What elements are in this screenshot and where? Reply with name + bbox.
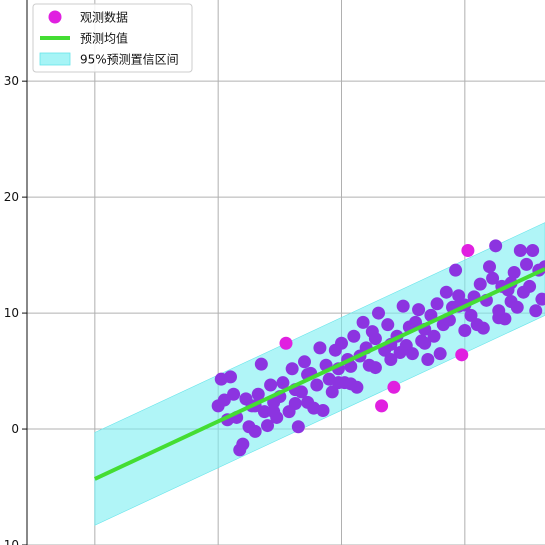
data-point — [458, 323, 472, 337]
data-point — [356, 315, 370, 329]
data-point — [325, 385, 339, 399]
data-point — [264, 378, 278, 392]
data-point — [372, 306, 385, 320]
data-point — [473, 277, 487, 291]
data-point — [384, 352, 398, 366]
data-point — [279, 336, 293, 350]
y-tick-label: -10 — [0, 538, 19, 545]
data-point — [520, 257, 533, 271]
legend-label: 95%预测置信区间 — [80, 53, 179, 67]
data-point — [227, 387, 241, 401]
data-point — [526, 243, 540, 257]
data-point — [405, 347, 419, 361]
data-point — [331, 376, 345, 390]
data-point — [535, 292, 545, 306]
data-point — [375, 399, 389, 413]
data-point — [316, 403, 330, 417]
data-point — [452, 289, 466, 303]
data-point — [291, 420, 305, 434]
data-point — [276, 376, 290, 390]
data-point — [461, 243, 475, 257]
data-point — [433, 347, 447, 361]
data-point — [288, 397, 302, 411]
y-tick-label: 20 — [4, 190, 19, 204]
data-point — [529, 304, 543, 318]
data-point — [489, 239, 503, 253]
data-point — [368, 361, 382, 375]
data-point — [254, 357, 268, 371]
data-point — [430, 297, 444, 311]
data-point — [523, 279, 537, 293]
data-point — [412, 303, 426, 317]
data-point — [224, 370, 237, 384]
legend-marker-patch — [39, 52, 71, 66]
data-point — [285, 362, 299, 376]
data-point — [427, 329, 441, 343]
data-point — [335, 336, 348, 350]
legend-marker-circle — [48, 10, 62, 24]
mean-line — [93, 267, 545, 481]
legend-label: 观测数据 — [80, 10, 128, 25]
data-point — [513, 243, 527, 257]
data-point — [483, 260, 496, 274]
y-tick-label: 10 — [4, 306, 19, 320]
data-point — [251, 387, 265, 401]
data-point — [418, 336, 432, 350]
data-point — [455, 348, 469, 362]
data-point — [486, 271, 500, 285]
legend-box — [32, 3, 193, 73]
y-axis: 30 20 10 0 -10 — [0, 0, 28, 545]
data-point — [439, 285, 453, 299]
data-point — [261, 419, 274, 433]
legend-label: 预测均值 — [80, 31, 128, 46]
data-point — [476, 321, 490, 335]
plot-area — [27, 0, 545, 545]
data-point — [217, 393, 231, 407]
data-point — [396, 299, 410, 313]
y-tick-label: 30 — [4, 74, 19, 88]
data-point — [267, 405, 281, 419]
data-point — [313, 341, 327, 355]
data-point — [236, 437, 250, 451]
data-point — [368, 332, 382, 346]
data-point — [421, 352, 435, 366]
data-point — [409, 315, 422, 329]
y-tick-label: 0 — [11, 422, 19, 436]
data-point — [387, 380, 401, 394]
data-point — [347, 329, 361, 343]
data-point — [344, 377, 358, 391]
data-point — [310, 378, 324, 392]
data-point — [464, 308, 478, 322]
data-point — [381, 318, 395, 332]
data-point — [449, 263, 463, 277]
data-point — [298, 355, 311, 369]
data-point — [507, 266, 521, 279]
data-point — [248, 424, 262, 438]
data-point — [492, 311, 506, 325]
data-point — [510, 300, 524, 314]
data-point — [257, 405, 271, 419]
